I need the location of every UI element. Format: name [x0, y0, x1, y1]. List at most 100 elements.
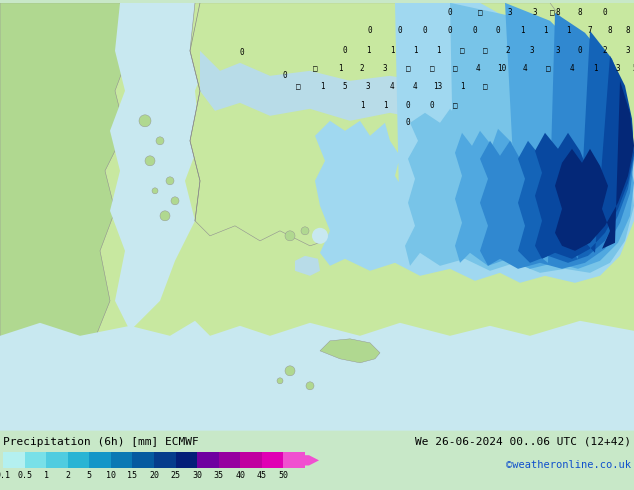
- Circle shape: [156, 137, 164, 145]
- Text: □: □: [482, 82, 488, 91]
- Text: 3: 3: [555, 47, 560, 55]
- Text: □: □: [550, 8, 554, 17]
- Text: 3: 3: [533, 8, 537, 17]
- Polygon shape: [518, 31, 634, 263]
- Text: 45: 45: [257, 471, 267, 480]
- Text: 1: 1: [436, 47, 440, 55]
- Text: 10: 10: [106, 471, 116, 480]
- Text: 0: 0: [406, 118, 410, 127]
- Polygon shape: [190, 3, 580, 261]
- Circle shape: [312, 228, 328, 244]
- Text: 0: 0: [448, 8, 452, 17]
- Text: 50: 50: [278, 471, 288, 480]
- Text: □: □: [295, 82, 301, 91]
- Text: 1: 1: [543, 26, 547, 35]
- Text: 0: 0: [496, 26, 500, 35]
- Text: We 26-06-2024 00..06 UTC (12+42): We 26-06-2024 00..06 UTC (12+42): [415, 437, 631, 446]
- Text: 0.5: 0.5: [17, 471, 32, 480]
- Text: 0: 0: [398, 26, 403, 35]
- Bar: [154, 452, 176, 468]
- Text: 0: 0: [423, 26, 427, 35]
- Text: 5: 5: [633, 64, 634, 74]
- Bar: [111, 452, 133, 468]
- Text: 20: 20: [149, 471, 159, 480]
- Polygon shape: [295, 256, 320, 276]
- Circle shape: [152, 188, 158, 194]
- Bar: [240, 452, 262, 468]
- Text: 1: 1: [460, 82, 464, 91]
- Bar: [25, 452, 46, 468]
- Polygon shape: [405, 3, 634, 273]
- Text: 0: 0: [343, 47, 347, 55]
- Text: 1: 1: [383, 101, 387, 110]
- Bar: [176, 452, 197, 468]
- Text: 0: 0: [473, 26, 477, 35]
- Text: 1: 1: [413, 47, 417, 55]
- Text: 35: 35: [214, 471, 224, 480]
- Polygon shape: [200, 51, 570, 126]
- Text: 15: 15: [127, 471, 138, 480]
- Text: 30: 30: [192, 471, 202, 480]
- Text: 2: 2: [506, 47, 510, 55]
- Text: □: □: [430, 64, 434, 74]
- Text: 3: 3: [626, 47, 630, 55]
- Circle shape: [285, 231, 295, 241]
- Text: 5: 5: [87, 471, 92, 480]
- Text: 40: 40: [235, 471, 245, 480]
- Text: 4: 4: [390, 82, 394, 91]
- Bar: [283, 452, 305, 468]
- Text: 8: 8: [626, 26, 630, 35]
- Bar: [219, 452, 240, 468]
- Text: 3: 3: [383, 64, 387, 74]
- Text: 5: 5: [343, 82, 347, 91]
- Text: 2: 2: [65, 471, 70, 480]
- Text: □: □: [313, 64, 317, 74]
- Text: 3: 3: [616, 64, 620, 74]
- Text: 10: 10: [498, 64, 507, 74]
- Circle shape: [277, 378, 283, 384]
- Text: 0: 0: [283, 72, 287, 80]
- Text: □: □: [546, 64, 550, 74]
- Polygon shape: [455, 3, 634, 269]
- Text: 1: 1: [593, 64, 597, 74]
- Bar: [46, 452, 68, 468]
- Text: □: □: [477, 8, 482, 17]
- Text: □: □: [453, 101, 457, 110]
- Polygon shape: [320, 339, 380, 363]
- Text: □: □: [482, 47, 488, 55]
- Circle shape: [306, 382, 314, 390]
- Circle shape: [166, 177, 174, 185]
- Text: 13: 13: [434, 82, 443, 91]
- Text: □: □: [453, 64, 457, 74]
- Text: 4: 4: [476, 64, 481, 74]
- Text: 4: 4: [522, 64, 527, 74]
- Text: 8: 8: [578, 8, 582, 17]
- Text: 7: 7: [588, 26, 592, 35]
- Bar: [3, 452, 25, 468]
- Text: 1: 1: [359, 101, 365, 110]
- Text: 0: 0: [240, 49, 244, 57]
- Text: 1: 1: [44, 471, 49, 480]
- Text: 1: 1: [338, 64, 342, 74]
- Text: 3: 3: [529, 47, 534, 55]
- Text: 1: 1: [320, 82, 325, 91]
- Text: 0: 0: [603, 8, 607, 17]
- Text: 0.1: 0.1: [0, 471, 11, 480]
- Polygon shape: [480, 13, 634, 269]
- Text: 0: 0: [406, 101, 410, 110]
- Text: 1: 1: [520, 26, 524, 35]
- Bar: [133, 452, 154, 468]
- Circle shape: [171, 197, 179, 205]
- Polygon shape: [535, 56, 634, 259]
- Text: 25: 25: [171, 471, 181, 480]
- Circle shape: [160, 211, 170, 221]
- Text: 4: 4: [413, 82, 417, 91]
- Text: 3: 3: [366, 82, 370, 91]
- Text: ©weatheronline.co.uk: ©weatheronline.co.uk: [506, 460, 631, 470]
- Bar: [262, 452, 283, 468]
- Bar: [89, 452, 111, 468]
- Text: 1: 1: [390, 47, 394, 55]
- Text: 0: 0: [448, 26, 452, 35]
- Text: 4: 4: [570, 64, 574, 74]
- Text: 2: 2: [603, 47, 607, 55]
